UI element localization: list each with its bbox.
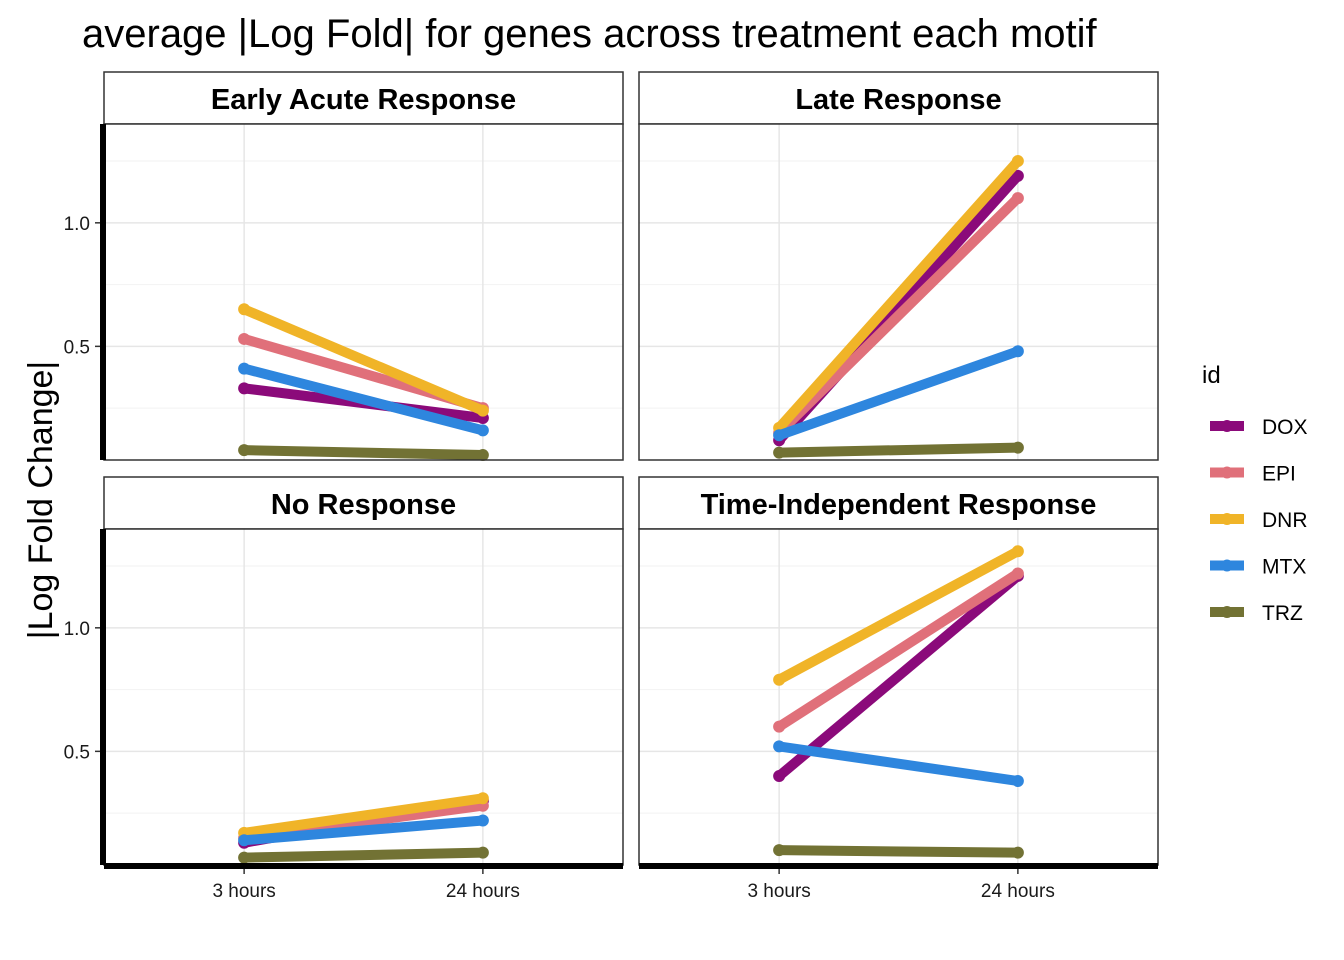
- series-line-mtx: [242, 363, 485, 436]
- series-line-epi: [776, 569, 1021, 731]
- legend: id DOX EPI DNR MTX TRZ: [1202, 362, 1308, 625]
- data-point-dox: [238, 382, 251, 395]
- y-tick-label: 0.5: [64, 337, 90, 358]
- legend-key-point: [1221, 466, 1233, 479]
- legend-label: DNR: [1262, 509, 1308, 532]
- data-point-dnr: [1011, 155, 1024, 168]
- data-point-trz: [773, 446, 786, 459]
- panel-background: [104, 124, 623, 460]
- data-point-trz: [1011, 846, 1024, 859]
- data-point-mtx: [238, 834, 251, 847]
- y-tick-label: 1.0: [64, 619, 90, 640]
- data-point-epi: [238, 332, 251, 345]
- data-point-trz: [1011, 441, 1024, 454]
- y-tick-label: 1.0: [64, 214, 90, 235]
- data-point-mtx: [773, 429, 786, 442]
- data-point-dnr: [476, 792, 489, 805]
- series-line-trz: [244, 445, 483, 461]
- legend-key-point: [1221, 559, 1233, 572]
- legend-label: MTX: [1262, 556, 1306, 579]
- facet-strip: [638, 476, 1159, 530]
- y-axis-title: |Log Fold Change|: [22, 361, 60, 640]
- series-line-dnr: [775, 157, 1022, 432]
- legend-entry-epi: EPI: [1210, 463, 1296, 486]
- legend-entry-trz: TRZ: [1210, 602, 1303, 625]
- legend-title: id: [1202, 362, 1221, 389]
- series-line-trz: [779, 845, 1018, 858]
- chart-title: average |Log Fold| for genes across trea…: [82, 12, 1098, 56]
- facet-title: No Response: [271, 489, 456, 521]
- data-point-epi: [1011, 567, 1024, 580]
- data-point-epi: [773, 720, 786, 733]
- x-tick-label: 3 hours: [747, 881, 810, 902]
- facet-title: Early Acute Response: [211, 84, 516, 116]
- facet-strip: [103, 476, 624, 530]
- legend-entry-mtx: MTX: [1210, 556, 1306, 579]
- legend-key-point: [1221, 513, 1233, 525]
- legend-keys: DOX EPI DNR MTX TRZ: [1210, 416, 1308, 625]
- facet-panels: Early Acute Response 0.5 1.0 Late Response N…: [64, 71, 1159, 902]
- facet-panel: Late Response: [638, 71, 1159, 461]
- data-point-mtx: [238, 362, 251, 375]
- facet-panel: Time-Independent Response 3 hours 24 hours: [638, 476, 1159, 902]
- data-point-mtx: [476, 424, 489, 437]
- series-line-mtx: [243, 815, 484, 846]
- x-tick-label: 24 hours: [981, 881, 1055, 902]
- series-line-dox: [775, 572, 1022, 780]
- panel-background: [639, 529, 1158, 865]
- series-line-dnr: [243, 793, 484, 838]
- data-point-trz: [476, 449, 489, 462]
- legend-label: TRZ: [1262, 602, 1303, 625]
- facet-title: Time-Independent Response: [701, 489, 1097, 521]
- facet-panel: Early Acute Response 0.5 1.0: [64, 71, 624, 462]
- series-line-mtx: [777, 346, 1020, 441]
- x-tick-label: 24 hours: [446, 881, 520, 902]
- legend-label: DOX: [1262, 416, 1308, 439]
- panel-border: [638, 123, 1159, 461]
- series-line-mtx: [778, 741, 1019, 786]
- data-point-trz: [238, 444, 251, 457]
- data-point-trz: [773, 844, 786, 857]
- series-line-dnr: [242, 304, 485, 416]
- data-point-dnr: [476, 404, 489, 417]
- legend-key-point: [1221, 420, 1233, 432]
- legend-entry-dox: DOX: [1210, 416, 1308, 439]
- x-tick-label: 3 hours: [212, 881, 275, 902]
- data-point-trz: [238, 851, 251, 864]
- data-point-epi: [1011, 192, 1024, 205]
- facet-title: Late Response: [795, 84, 1001, 116]
- series-line-epi: [775, 194, 1022, 437]
- data-point-trz: [476, 846, 489, 859]
- data-point-mtx: [1011, 775, 1024, 787]
- data-point-dnr: [773, 673, 786, 686]
- series-line-dnr: [776, 546, 1021, 685]
- data-point-mtx: [476, 814, 489, 827]
- facet-strip: [103, 71, 624, 125]
- data-point-dox: [1011, 169, 1024, 182]
- legend-key-point: [1221, 606, 1233, 618]
- series-line-trz: [779, 442, 1018, 458]
- legend-entry-dnr: DNR: [1210, 509, 1308, 532]
- data-point-dnr: [1011, 545, 1024, 558]
- facet-panel: No Response 0.5 1.0 3 hours 24 hours: [64, 476, 624, 902]
- data-point-mtx: [1011, 345, 1024, 358]
- y-tick-label: 0.5: [64, 742, 90, 763]
- data-point-dnr: [238, 303, 251, 316]
- data-point-mtx: [773, 740, 786, 753]
- panel-background: [104, 529, 623, 865]
- legend-label: EPI: [1262, 463, 1296, 486]
- series-line-trz: [244, 847, 483, 863]
- data-point-dox: [773, 770, 786, 783]
